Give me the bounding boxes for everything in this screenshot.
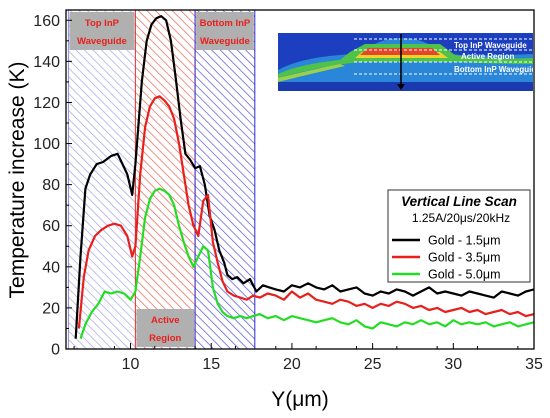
series-line-1 <box>77 95 534 329</box>
x-tick-label-1: 15 <box>202 356 220 373</box>
region-label-0-1: Waveguide <box>77 36 127 47</box>
y-axis: 0 20 40 60 80 100 120 140 160 <box>33 13 72 359</box>
region-label-bg-0 <box>69 12 135 50</box>
x-tick-label-5: 35 <box>525 356 543 373</box>
y-tick-label-4: 80 <box>42 177 60 194</box>
x-tick-label-0: 10 <box>122 356 140 373</box>
y-tick-label-5: 100 <box>33 136 60 153</box>
y-tick-label-8: 160 <box>33 13 60 30</box>
thermal-map-inset: Top InP Waveguide Active Region Bottom I… <box>278 33 541 91</box>
y-axis-title: Temperature increase (K) <box>6 62 29 299</box>
inset-label-active: Active Region <box>461 52 514 61</box>
legend-title: Vertical Line Scan <box>401 194 517 209</box>
plot-frame <box>65 9 535 350</box>
y-tick-label-7: 140 <box>33 54 60 71</box>
y-tick-label-2: 40 <box>42 259 60 276</box>
legend-box <box>387 189 531 283</box>
series-line-2 <box>79 187 534 340</box>
legend: Vertical Line Scan 1.25A/20μs/20kHz Gold… <box>387 189 531 283</box>
x-axis-title: Y(μm) <box>271 388 329 411</box>
x-tick-label-4: 30 <box>444 356 462 373</box>
region-label-2-1: Waveguide <box>200 36 250 47</box>
series-group <box>74 15 534 340</box>
x-tick-label-2: 20 <box>283 356 301 373</box>
region-band-2 <box>195 10 255 349</box>
region-label-bg-1 <box>136 309 195 347</box>
legend-label-2: Gold - 5.0μm <box>428 268 501 282</box>
region-label-1-0: Active <box>151 315 180 326</box>
inset-label-bottom: Bottom InP Waveguide <box>454 65 541 74</box>
region-bands: Top InP Waveguide Active Region Bottom InP Wa… <box>67 10 256 349</box>
x-tick-label-3: 25 <box>364 356 382 373</box>
scan-arrow-head <box>397 84 405 90</box>
region-label-1-1: Region <box>149 333 181 344</box>
region-label-0-0: Top InP <box>85 18 120 29</box>
region-label-bg-2 <box>196 12 254 50</box>
legend-label-1: Gold - 3.5μm <box>428 251 501 265</box>
inset-label-top: Top InP Waveguide <box>454 41 527 50</box>
y-tick-label-6: 120 <box>33 95 60 112</box>
y-tick-label-1: 20 <box>42 300 60 317</box>
y-tick-label-0: 0 <box>51 342 60 359</box>
region-label-2-0: Bottom InP <box>200 18 251 29</box>
y-tick-label-3: 60 <box>42 218 60 235</box>
legend-subtitle: 1.25A/20μs/20kHz <box>412 211 510 225</box>
x-axis: 10 15 20 25 30 35 <box>73 343 543 373</box>
series-line-0 <box>74 15 534 339</box>
legend-label-0: Gold - 1.5μm <box>428 234 501 248</box>
